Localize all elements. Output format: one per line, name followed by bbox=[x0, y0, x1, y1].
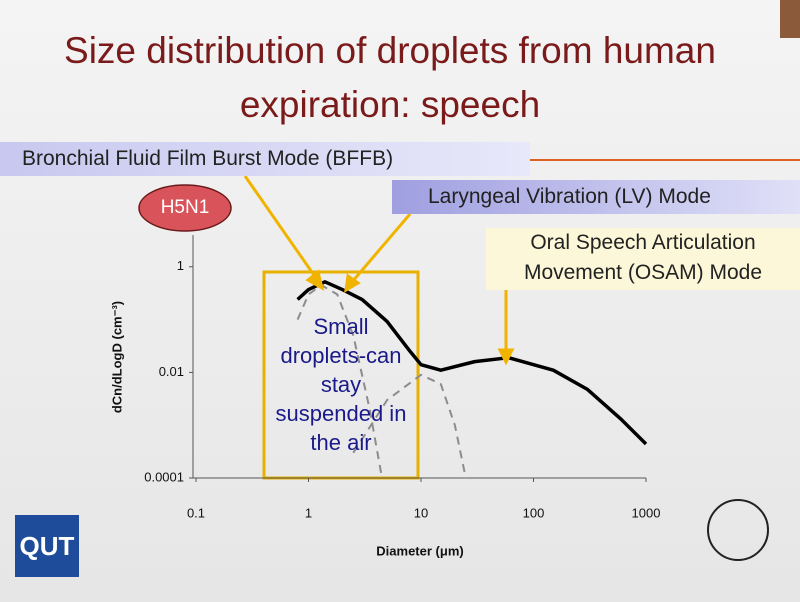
y-tick-label: 1 bbox=[177, 258, 184, 273]
mode-curve bbox=[296, 284, 383, 479]
webcam bbox=[780, 0, 800, 38]
x-tick-label: 1000 bbox=[632, 505, 661, 520]
x-tick-label: 10 bbox=[414, 505, 428, 520]
who-logo bbox=[707, 499, 769, 561]
note: Small droplets-can stay suspended in the… bbox=[275, 314, 407, 455]
title: Size distribution of droplets from human… bbox=[64, 30, 716, 125]
mode-curve bbox=[352, 373, 467, 479]
x-tick-label: 1 bbox=[305, 505, 312, 520]
bffb-label: Bronchial Fluid Film Burst Mode (BFFB) bbox=[0, 142, 530, 176]
qut-logo: QUT bbox=[15, 515, 79, 577]
plot: 0.1 1 10 100 1000 0.0001 0.01 1 bbox=[144, 258, 660, 520]
y-tick-label: 0.01 bbox=[159, 364, 184, 379]
y-axis-label: dCn/dLogD (cm⁻³) bbox=[109, 301, 124, 413]
x-tick-label: 100 bbox=[523, 505, 545, 520]
osam-label: Oral Speech Articulation Movement (OSAM)… bbox=[486, 228, 800, 290]
x-axis-label: Diameter (μm) bbox=[376, 543, 463, 558]
total-curve bbox=[296, 280, 648, 446]
h5n1-badge bbox=[138, 184, 232, 232]
lv-label: Laryngeal Vibration (LV) Mode bbox=[392, 180, 800, 214]
x-tick-label: 0.1 bbox=[187, 505, 205, 520]
arrows bbox=[243, 175, 515, 366]
y-tick-label: 0.0001 bbox=[144, 469, 184, 484]
h5n1-label: H5N1 bbox=[160, 197, 210, 218]
